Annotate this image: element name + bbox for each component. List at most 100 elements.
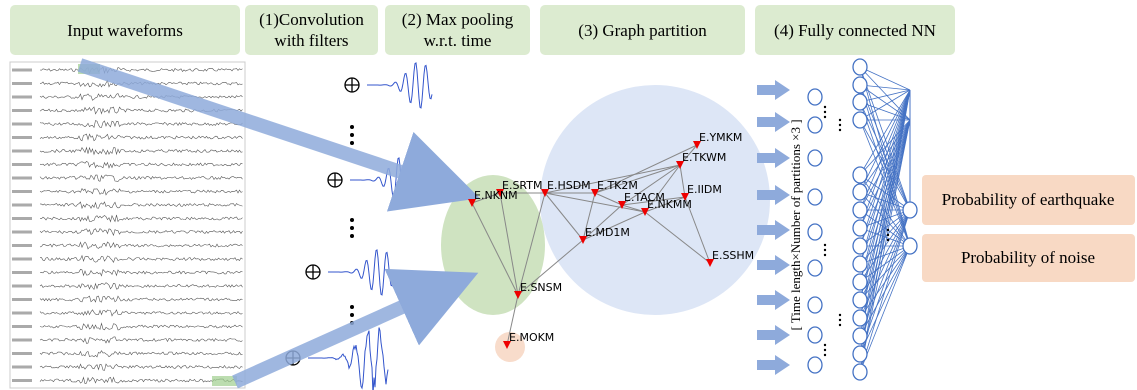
dot	[350, 141, 354, 145]
waveform	[39, 322, 243, 331]
waveform	[39, 376, 243, 384]
node	[641, 208, 649, 216]
nn-edge	[859, 84, 911, 91]
node-label: E.SSHM	[712, 249, 754, 262]
dot	[350, 305, 354, 309]
input-arrow	[757, 255, 790, 275]
nn-edge	[859, 89, 911, 193]
waveform	[39, 174, 243, 182]
edge	[684, 196, 711, 264]
node	[496, 189, 504, 197]
waveform	[39, 336, 243, 344]
neuron	[852, 255, 868, 273]
neuron	[852, 183, 868, 201]
node-label: E.SNSM	[520, 281, 562, 294]
node	[693, 141, 701, 149]
neuron	[807, 296, 823, 314]
input-arrow	[757, 220, 790, 240]
input-arrow	[757, 80, 790, 100]
edge	[644, 196, 686, 213]
node	[618, 201, 626, 209]
node-label: E.TACM	[624, 191, 665, 204]
node	[541, 189, 549, 197]
waveform	[39, 350, 243, 358]
input-arrow	[757, 112, 790, 132]
neuron	[852, 93, 868, 111]
nn-edge	[859, 89, 911, 319]
waveform	[39, 133, 243, 142]
edge	[499, 192, 519, 296]
neuron	[852, 166, 868, 184]
dot	[838, 323, 842, 327]
nn-edge	[859, 89, 911, 265]
dot	[838, 128, 842, 132]
node	[579, 236, 587, 244]
nn-edge	[859, 209, 911, 247]
nn-edge	[859, 245, 911, 319]
edge	[594, 164, 681, 194]
dot	[886, 233, 890, 237]
input-arrow	[757, 148, 790, 168]
edge	[517, 239, 584, 296]
nn-edge	[859, 84, 911, 211]
partition-blue	[540, 85, 770, 315]
nn-edge	[859, 89, 911, 103]
waveform	[39, 309, 243, 317]
dot	[823, 348, 827, 352]
node	[514, 291, 522, 299]
header-box	[755, 5, 955, 55]
nn-edge	[859, 89, 911, 337]
graph-edges	[471, 144, 711, 346]
waveform	[39, 93, 243, 101]
neuron	[807, 223, 823, 241]
header: (4) Fully connected NN	[774, 21, 936, 40]
filtered-wave	[328, 249, 394, 296]
node-label: E.MD1M	[585, 226, 630, 239]
nn-edge	[859, 101, 911, 247]
waveform	[39, 295, 243, 303]
edge	[471, 202, 519, 296]
dot	[823, 115, 827, 119]
input-arrow	[757, 290, 790, 310]
convolution	[285, 62, 433, 390]
waveform	[39, 282, 243, 291]
neuron	[852, 76, 868, 94]
waveform	[39, 161, 243, 169]
waveform	[40, 214, 243, 223]
edge	[544, 192, 646, 213]
nn-edge	[859, 66, 911, 91]
edge	[621, 204, 646, 213]
nn-edge	[859, 245, 911, 301]
node	[468, 199, 476, 207]
neuron	[902, 237, 918, 255]
nn-edge	[859, 245, 911, 265]
dot	[350, 125, 354, 129]
header-box	[385, 5, 530, 55]
edge	[517, 192, 546, 296]
header: (1)Convolution with filters	[259, 10, 364, 50]
output-box	[922, 234, 1135, 282]
filtered-wave	[367, 62, 433, 109]
neuron	[852, 237, 868, 255]
waveform	[39, 146, 243, 156]
filtered-wave	[308, 327, 389, 390]
node	[706, 259, 714, 267]
header-box	[540, 5, 745, 55]
dot	[838, 318, 842, 322]
neuron	[807, 88, 823, 106]
waveform-panel	[9, 61, 246, 389]
neuron	[807, 149, 823, 167]
edge	[644, 164, 681, 213]
dot	[838, 118, 842, 122]
header: Input waveforms	[67, 21, 183, 40]
dot	[350, 133, 354, 137]
edge	[644, 211, 711, 264]
dot	[886, 238, 890, 242]
edge	[679, 164, 686, 198]
nn-edge	[859, 66, 911, 247]
input-label: [ Time length×Number of partitions ×3 ]	[788, 119, 803, 330]
nn-edge	[859, 245, 911, 355]
header: (3) Graph partition	[578, 21, 707, 40]
edge	[594, 192, 623, 206]
